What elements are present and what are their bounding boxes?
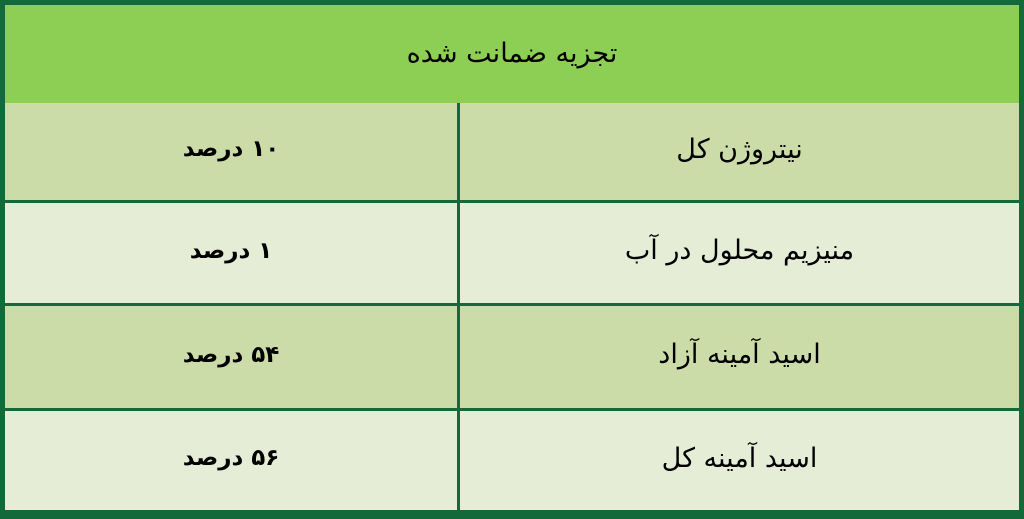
nutrient-label: اسید آمینه آزاد [460, 306, 1019, 408]
column-divider [457, 306, 460, 408]
table-row: اسید آمینه کل ۵۶ درصد [5, 408, 1019, 510]
nutrient-label: اسید آمینه کل [460, 411, 1019, 510]
column-divider [457, 411, 460, 510]
nutrient-value: ۱۰ درصد [5, 103, 457, 200]
table-row: منیزیم محلول در آب ۱ درصد [5, 200, 1019, 303]
column-divider [457, 203, 460, 303]
nutrient-label: منیزیم محلول در آب [460, 203, 1019, 303]
table-row: نیتروژن کل ۱۰ درصد [5, 103, 1019, 200]
table-row: اسید آمینه آزاد ۵۴ درصد [5, 303, 1019, 408]
nutrient-value: ۵۴ درصد [5, 306, 457, 408]
nutrient-label: نیتروژن کل [460, 103, 1019, 200]
nutrient-value: ۱ درصد [5, 203, 457, 303]
column-divider [457, 103, 460, 200]
nutrient-value: ۵۶ درصد [5, 411, 457, 510]
table-frame: تجزیه ضمانت شده نیتروژن کل ۱۰ درصد منیزی… [5, 5, 1019, 510]
table-header-title: تجزیه ضمانت شده [5, 5, 1019, 103]
